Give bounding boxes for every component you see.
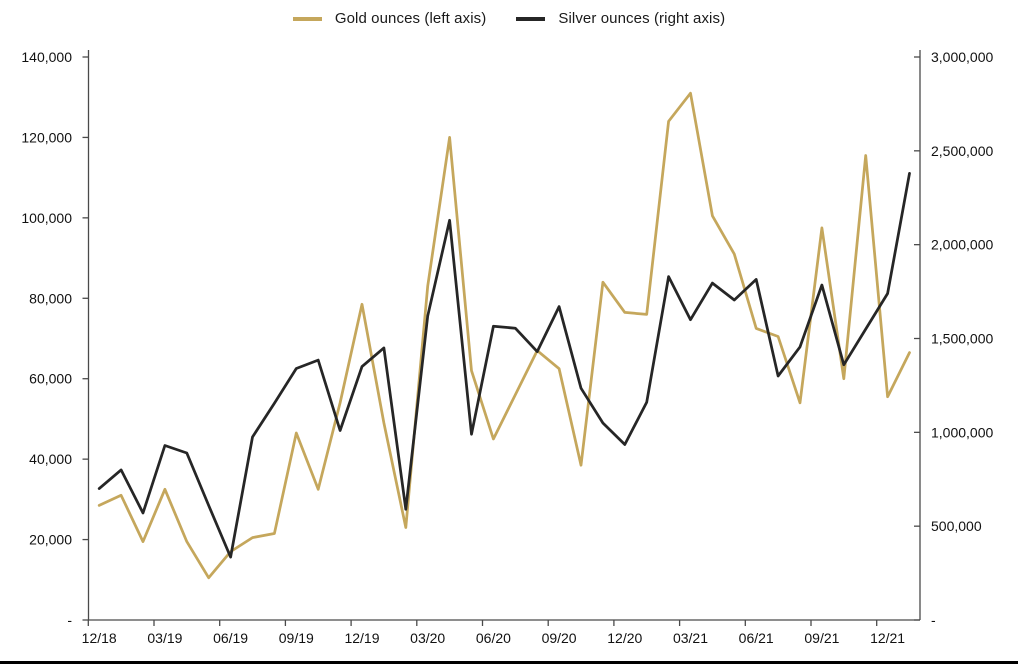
silver-series-legend-label: Silver ounces (right axis) (558, 10, 726, 27)
x-axis-tick-label: 06/20 (476, 630, 511, 646)
x-axis-tick-label: 12/20 (607, 630, 642, 646)
left-axis-tick-label: 80,000 (29, 290, 72, 306)
right-axis-tick-label: 1,500,000 (931, 331, 993, 347)
right-axis-tick-label: 500,000 (931, 518, 982, 534)
left-axis-tick-label: 120,000 (21, 129, 72, 145)
x-axis-tick-label: 06/21 (739, 630, 774, 646)
right-axis-tick-label: 3,000,000 (931, 49, 993, 65)
left-axis-tick-label: - (67, 612, 72, 628)
left-axis-tick-label: 60,000 (29, 371, 72, 387)
x-axis-tick-label: 12/21 (870, 630, 905, 646)
bottom-border-line (0, 661, 1018, 664)
left-axis-tick-label: 20,000 (29, 532, 72, 548)
x-axis-tick-label: 09/19 (279, 630, 314, 646)
left-axis-tick-label: 100,000 (21, 210, 72, 226)
right-axis-tick-label: 1,000,000 (931, 424, 993, 440)
x-axis-tick-label: 03/19 (147, 630, 182, 646)
left-axis-tick-label: 40,000 (29, 451, 72, 467)
x-axis-tick-label: 06/19 (213, 630, 248, 646)
legend-item-silver[interactable]: Silver ounces (right axis) (516, 10, 725, 27)
left-axis-tick-label: 140,000 (21, 49, 72, 65)
x-axis-tick-label: 09/20 (542, 630, 577, 646)
x-axis-tick-label: 12/19 (344, 630, 379, 646)
legend-item-gold[interactable]: Gold ounces (left axis) (292, 10, 487, 27)
x-axis-tick-label: 03/20 (410, 630, 445, 646)
gold-series-line (97, 91, 911, 580)
right-axis-tick-label: 2,000,000 (931, 237, 993, 253)
gold-series-swatch (292, 16, 322, 21)
silver-series-swatch (516, 16, 546, 21)
right-axis-tick-label: 2,500,000 (931, 143, 993, 159)
x-axis-tick-label: 09/21 (804, 630, 839, 646)
x-axis-tick-label: 03/21 (673, 630, 708, 646)
x-axis-tick-label: 12/18 (82, 630, 117, 646)
silver-series-line (97, 172, 911, 559)
right-axis-tick-label: - (931, 612, 936, 628)
gold-series-legend-label: Gold ounces (left axis) (334, 10, 487, 27)
chart-legend: Gold ounces (left axis) Silver ounces (r… (0, 10, 1018, 27)
